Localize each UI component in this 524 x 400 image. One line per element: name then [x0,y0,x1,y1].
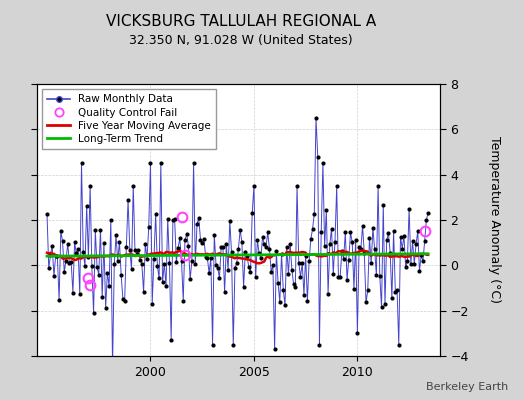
Y-axis label: Temperature Anomaly (°C): Temperature Anomaly (°C) [488,136,501,304]
Text: Berkeley Earth: Berkeley Earth [426,382,508,392]
Text: 32.350 N, 91.028 W (United States): 32.350 N, 91.028 W (United States) [129,34,353,47]
Text: VICKSBURG TALLULAH REGIONAL A: VICKSBURG TALLULAH REGIONAL A [106,14,376,29]
Legend: Raw Monthly Data, Quality Control Fail, Five Year Moving Average, Long-Term Tren: Raw Monthly Data, Quality Control Fail, … [42,89,216,149]
